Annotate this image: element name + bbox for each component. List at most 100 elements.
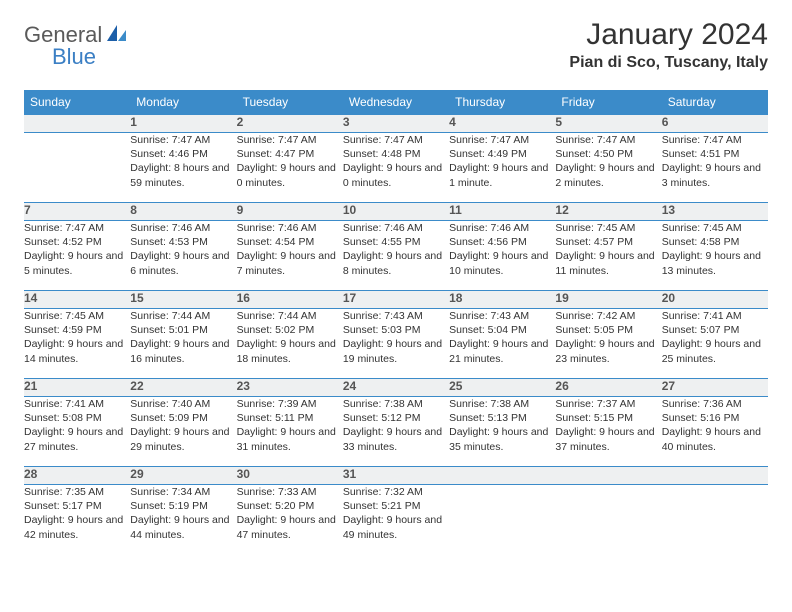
sunset-text: Sunset: 5:13 PM (449, 411, 555, 425)
day-content-cell: Sunrise: 7:46 AMSunset: 4:53 PMDaylight:… (130, 221, 236, 291)
sunrise-text: Sunrise: 7:46 AM (343, 221, 449, 235)
sunset-text: Sunset: 5:17 PM (24, 499, 130, 513)
day-content-cell: Sunrise: 7:44 AMSunset: 5:02 PMDaylight:… (237, 309, 343, 379)
daylight-text: Daylight: 9 hours and 23 minutes. (555, 337, 661, 365)
day-content-cell: Sunrise: 7:38 AMSunset: 5:12 PMDaylight:… (343, 397, 449, 467)
day-content-cell: Sunrise: 7:44 AMSunset: 5:01 PMDaylight:… (130, 309, 236, 379)
sunset-text: Sunset: 4:46 PM (130, 147, 236, 161)
sunset-text: Sunset: 4:49 PM (449, 147, 555, 161)
sunset-text: Sunset: 5:08 PM (24, 411, 130, 425)
day-content-cell: Sunrise: 7:43 AMSunset: 5:03 PMDaylight:… (343, 309, 449, 379)
daylight-text: Daylight: 9 hours and 14 minutes. (24, 337, 130, 365)
daylight-text: Daylight: 9 hours and 8 minutes. (343, 249, 449, 277)
day-number-row: 123456 (24, 115, 768, 133)
day-number-cell: 29 (130, 467, 236, 485)
day-number-cell: 2 (237, 115, 343, 133)
sunset-text: Sunset: 5:19 PM (130, 499, 236, 513)
header: General January 2024 Pian di Sco, Tuscan… (24, 18, 768, 72)
day-number-cell: 31 (343, 467, 449, 485)
daylight-text: Daylight: 9 hours and 0 minutes. (343, 161, 449, 189)
sunrise-text: Sunrise: 7:37 AM (555, 397, 661, 411)
sunrise-text: Sunrise: 7:47 AM (130, 133, 236, 147)
sunrise-text: Sunrise: 7:44 AM (130, 309, 236, 323)
day-number-cell: 28 (24, 467, 130, 485)
day-number-row: 21222324252627 (24, 379, 768, 397)
day-content-cell: Sunrise: 7:41 AMSunset: 5:08 PMDaylight:… (24, 397, 130, 467)
day-content-cell: Sunrise: 7:35 AMSunset: 5:17 PMDaylight:… (24, 485, 130, 555)
sunrise-text: Sunrise: 7:47 AM (662, 133, 768, 147)
sunrise-text: Sunrise: 7:36 AM (662, 397, 768, 411)
day-content-cell (662, 485, 768, 555)
sunset-text: Sunset: 4:50 PM (555, 147, 661, 161)
daylight-text: Daylight: 9 hours and 1 minute. (449, 161, 555, 189)
sunrise-text: Sunrise: 7:47 AM (343, 133, 449, 147)
day-content-row: Sunrise: 7:45 AMSunset: 4:59 PMDaylight:… (24, 309, 768, 379)
day-content-row: Sunrise: 7:47 AMSunset: 4:52 PMDaylight:… (24, 221, 768, 291)
day-content-cell: Sunrise: 7:40 AMSunset: 5:09 PMDaylight:… (130, 397, 236, 467)
day-content-cell: Sunrise: 7:41 AMSunset: 5:07 PMDaylight:… (662, 309, 768, 379)
day-number-cell: 9 (237, 203, 343, 221)
day-content-cell: Sunrise: 7:47 AMSunset: 4:51 PMDaylight:… (662, 133, 768, 203)
title-block: January 2024 Pian di Sco, Tuscany, Italy (569, 18, 768, 72)
day-number-cell: 4 (449, 115, 555, 133)
sunset-text: Sunset: 5:04 PM (449, 323, 555, 337)
day-number-row: 28293031 (24, 467, 768, 485)
daylight-text: Daylight: 9 hours and 29 minutes. (130, 425, 236, 453)
sunset-text: Sunset: 4:53 PM (130, 235, 236, 249)
day-content-cell: Sunrise: 7:47 AMSunset: 4:47 PMDaylight:… (237, 133, 343, 203)
weekday-header: Sunday (24, 90, 130, 115)
sunrise-text: Sunrise: 7:35 AM (24, 485, 130, 499)
location: Pian di Sco, Tuscany, Italy (569, 54, 768, 72)
day-content-cell: Sunrise: 7:46 AMSunset: 4:54 PMDaylight:… (237, 221, 343, 291)
daylight-text: Daylight: 9 hours and 49 minutes. (343, 513, 449, 541)
day-content-cell: Sunrise: 7:38 AMSunset: 5:13 PMDaylight:… (449, 397, 555, 467)
daylight-text: Daylight: 9 hours and 33 minutes. (343, 425, 449, 453)
day-number-cell (24, 115, 130, 133)
sunrise-text: Sunrise: 7:45 AM (24, 309, 130, 323)
daylight-text: Daylight: 9 hours and 19 minutes. (343, 337, 449, 365)
day-content-cell: Sunrise: 7:43 AMSunset: 5:04 PMDaylight:… (449, 309, 555, 379)
day-number-cell: 10 (343, 203, 449, 221)
day-number-cell: 8 (130, 203, 236, 221)
day-content-row: Sunrise: 7:35 AMSunset: 5:17 PMDaylight:… (24, 485, 768, 555)
day-number-cell: 19 (555, 291, 661, 309)
day-content-cell: Sunrise: 7:46 AMSunset: 4:55 PMDaylight:… (343, 221, 449, 291)
weekday-header: Tuesday (237, 90, 343, 115)
day-number-cell (555, 467, 661, 485)
day-content-cell: Sunrise: 7:32 AMSunset: 5:21 PMDaylight:… (343, 485, 449, 555)
day-number-cell: 17 (343, 291, 449, 309)
day-number-cell: 25 (449, 379, 555, 397)
sunset-text: Sunset: 5:11 PM (237, 411, 343, 425)
daylight-text: Daylight: 9 hours and 0 minutes. (237, 161, 343, 189)
day-content-cell: Sunrise: 7:47 AMSunset: 4:49 PMDaylight:… (449, 133, 555, 203)
sunset-text: Sunset: 5:05 PM (555, 323, 661, 337)
daylight-text: Daylight: 9 hours and 44 minutes. (130, 513, 236, 541)
daylight-text: Daylight: 9 hours and 27 minutes. (24, 425, 130, 453)
day-content-row: Sunrise: 7:47 AMSunset: 4:46 PMDaylight:… (24, 133, 768, 203)
daylight-text: Daylight: 9 hours and 10 minutes. (449, 249, 555, 277)
sunset-text: Sunset: 5:20 PM (237, 499, 343, 513)
daylight-text: Daylight: 9 hours and 21 minutes. (449, 337, 555, 365)
daylight-text: Daylight: 9 hours and 37 minutes. (555, 425, 661, 453)
day-number-cell: 20 (662, 291, 768, 309)
day-number-cell: 14 (24, 291, 130, 309)
sunset-text: Sunset: 4:47 PM (237, 147, 343, 161)
daylight-text: Daylight: 9 hours and 11 minutes. (555, 249, 661, 277)
day-content-cell: Sunrise: 7:39 AMSunset: 5:11 PMDaylight:… (237, 397, 343, 467)
day-content-cell: Sunrise: 7:33 AMSunset: 5:20 PMDaylight:… (237, 485, 343, 555)
day-number-cell: 27 (662, 379, 768, 397)
sunset-text: Sunset: 5:12 PM (343, 411, 449, 425)
daylight-text: Daylight: 9 hours and 3 minutes. (662, 161, 768, 189)
daylight-text: Daylight: 9 hours and 18 minutes. (237, 337, 343, 365)
sunrise-text: Sunrise: 7:45 AM (555, 221, 661, 235)
sunset-text: Sunset: 4:51 PM (662, 147, 768, 161)
sunrise-text: Sunrise: 7:46 AM (449, 221, 555, 235)
daylight-text: Daylight: 9 hours and 25 minutes. (662, 337, 768, 365)
sunset-text: Sunset: 4:48 PM (343, 147, 449, 161)
logo-text-blue: Blue (52, 44, 96, 69)
day-number-row: 14151617181920 (24, 291, 768, 309)
sunrise-text: Sunrise: 7:47 AM (237, 133, 343, 147)
day-number-cell (662, 467, 768, 485)
daylight-text: Daylight: 9 hours and 42 minutes. (24, 513, 130, 541)
sunset-text: Sunset: 5:21 PM (343, 499, 449, 513)
